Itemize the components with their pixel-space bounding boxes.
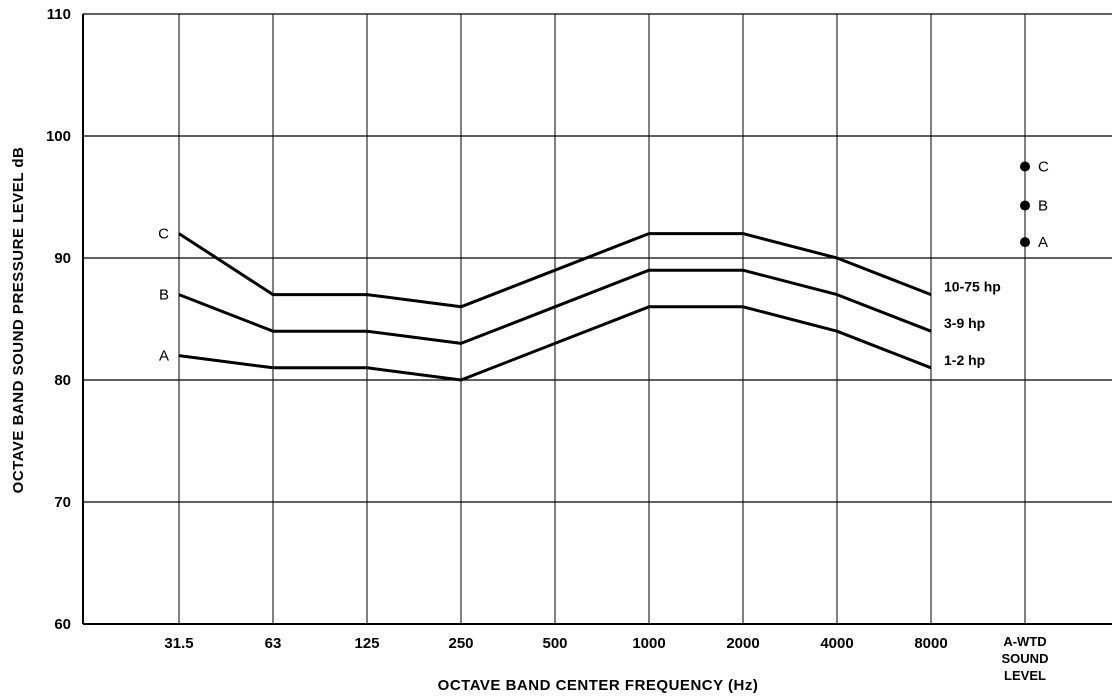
x-tick-label: 63 [265,635,282,652]
series-end-label: 1-2 hp [944,352,985,368]
series-end-label: 3-9 hp [944,315,985,331]
series-line [178,232,932,309]
series-lines: C 10-75 hp B 3-9 hp A 1-2 hp [158,226,1001,382]
a-weighted-label: C [1038,159,1049,176]
x-tick-label: SOUND [1002,651,1049,666]
y-axis-title: OCTAVE BAND SOUND PRESSURE LEVEL dB [10,147,27,494]
a-weighted-point [1020,200,1030,211]
a-weighted-points: C B A [1020,159,1049,251]
x-tick-label: 1000 [632,635,665,652]
series-line [178,268,932,345]
series-start-label: C [158,226,169,243]
y-tick-label: 60 [54,616,71,633]
x-tick-label: LEVEL [1004,668,1046,683]
y-tick-label: 90 [54,250,71,267]
y-tick-labels: 60 70 80 90 100 110 [46,6,71,633]
a-weighted-point [1020,237,1030,248]
x-tick-label: 250 [448,635,473,652]
y-tick-label: 100 [46,128,71,145]
a-weighted-label: A [1038,234,1048,251]
x-tick-labels: 31.5 63 125 250 500 1000 2000 4000 8000 A-WTD SOUN… [164,634,1048,683]
x-axis-title: OCTAVE BAND CENTER FREQUENCY (Hz) [438,677,759,694]
grid [83,13,1112,625]
series-start-label: A [159,348,169,365]
x-tick-label: 4000 [820,635,853,652]
x-tick-label: 2000 [726,635,759,652]
series-line [178,305,932,382]
y-tick-label: 70 [54,494,71,511]
a-weighted-point [1020,161,1030,172]
series-end-label: 10-75 hp [944,279,1001,295]
x-tick-label: 500 [542,635,567,652]
x-tick-label: A-WTD [1003,634,1046,649]
series-start-label: B [159,287,169,304]
plot-frame [82,14,1112,625]
x-tick-label: 125 [354,635,379,652]
x-tick-label: 8000 [914,635,947,652]
a-weighted-label: B [1038,198,1048,215]
y-tick-label: 80 [54,372,71,389]
x-tick-label: 31.5 [164,635,193,652]
y-tick-label: 110 [47,6,71,23]
